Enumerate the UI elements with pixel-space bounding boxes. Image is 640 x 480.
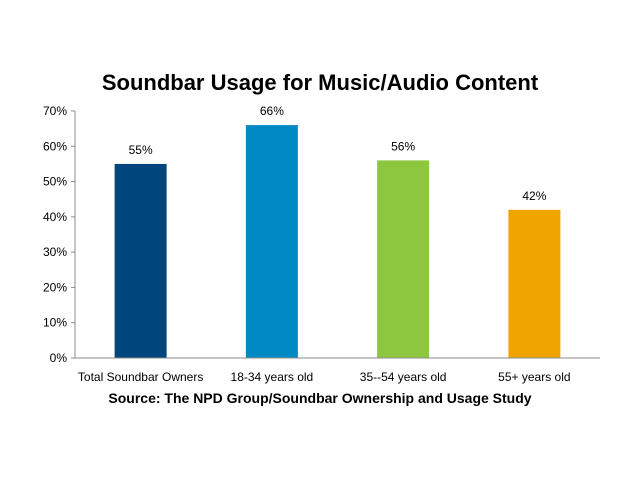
y-tick-label: 40% [43, 210, 67, 224]
y-tick-label: 20% [43, 280, 67, 294]
category-labels: Total Soundbar Owners 18-34 years old 35--… [78, 370, 571, 384]
data-labels: 55% 66% 56% 42% [129, 104, 547, 203]
category-label-1: Total Soundbar Owners [78, 370, 203, 384]
category-label-4: 55+ years old [498, 370, 570, 384]
bar-2 [245, 125, 298, 358]
data-label-1: 55% [129, 143, 153, 157]
y-axis-ticks: 0% 10% 20% 30% 40% 50% 60% 70% [43, 104, 75, 365]
category-label-2: 18-34 years old [231, 370, 314, 384]
data-label-3: 56% [391, 139, 415, 153]
y-tick-label: 30% [43, 245, 67, 259]
bar-3 [377, 160, 430, 358]
y-tick-label: 10% [43, 316, 67, 330]
chart-title: Soundbar Usage for Music/Audio Content [102, 70, 539, 95]
y-tick-label: 0% [50, 351, 68, 365]
data-label-4: 42% [522, 189, 546, 203]
source-note: Source: The NPD Group/Soundbar Ownership… [108, 390, 531, 406]
data-label-2: 66% [260, 104, 284, 118]
bar-4 [508, 209, 561, 358]
y-tick-label: 50% [43, 175, 67, 189]
y-tick-label: 70% [43, 104, 67, 118]
bars [114, 125, 561, 358]
y-tick-label: 60% [43, 139, 67, 153]
bar-1 [114, 163, 167, 358]
category-label-3: 35--54 years old [360, 370, 447, 384]
